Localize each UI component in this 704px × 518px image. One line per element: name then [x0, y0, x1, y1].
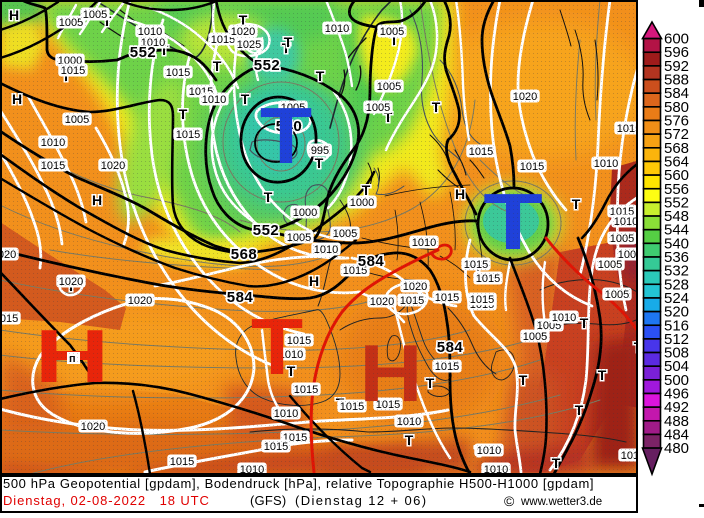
svg-text:500: 500: [664, 372, 689, 389]
svg-text:556: 556: [664, 181, 689, 198]
svg-text:(Dienstag 12 + 06): (Dienstag 12 + 06): [295, 493, 428, 508]
svg-text:548: 548: [664, 208, 689, 225]
svg-text:528: 528: [664, 276, 689, 293]
svg-text:492: 492: [664, 399, 689, 416]
svg-text:596: 596: [664, 44, 689, 61]
svg-text:(GFS): (GFS): [250, 493, 286, 508]
svg-text:524: 524: [664, 290, 689, 307]
svg-text:www.wetter3.de: www.wetter3.de: [520, 496, 602, 508]
svg-text:560: 560: [664, 167, 689, 184]
svg-text:480: 480: [664, 440, 689, 457]
svg-text:584: 584: [664, 85, 689, 102]
svg-text:512: 512: [664, 331, 689, 348]
svg-text:536: 536: [664, 249, 689, 266]
svg-text:544: 544: [664, 222, 689, 239]
svg-text:592: 592: [664, 58, 689, 75]
svg-text:572: 572: [664, 126, 689, 143]
svg-text:484: 484: [664, 427, 689, 444]
svg-text:504: 504: [664, 358, 689, 375]
svg-text:520: 520: [664, 304, 689, 321]
svg-text:564: 564: [664, 154, 689, 171]
svg-text:Dienstag, 02-08-2022 18 UTC: Dienstag, 02-08-2022 18 UTC: [3, 493, 210, 508]
svg-text:580: 580: [664, 99, 689, 116]
svg-text:600: 600: [664, 31, 689, 48]
svg-text:488: 488: [664, 413, 689, 430]
svg-text:552: 552: [664, 194, 689, 211]
svg-text:500 hPa Geopotential [gpdam],: 500 hPa Geopotential [gpdam], Bodendruck…: [3, 476, 594, 491]
svg-text:540: 540: [664, 235, 689, 252]
svg-text:508: 508: [664, 345, 689, 362]
svg-text:576: 576: [664, 113, 689, 130]
svg-text:588: 588: [664, 72, 689, 89]
svg-text:516: 516: [664, 317, 689, 334]
svg-text:496: 496: [664, 386, 689, 403]
svg-text:568: 568: [664, 140, 689, 157]
svg-text:©: ©: [504, 493, 515, 509]
svg-text:532: 532: [664, 263, 689, 280]
